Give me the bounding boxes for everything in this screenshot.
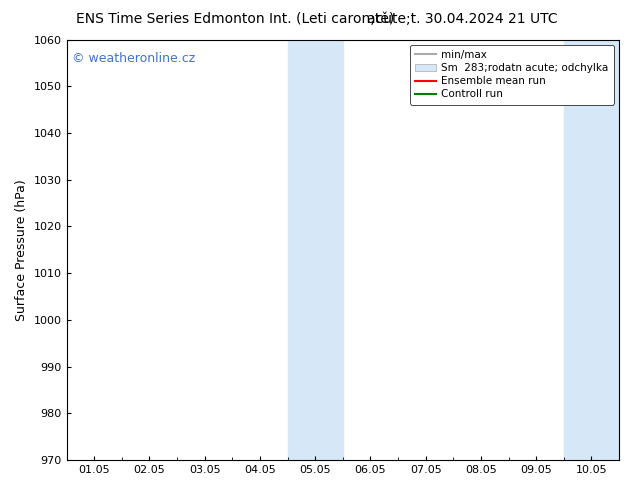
- Bar: [564, 40, 619, 460]
- Text: ENS Time Series Edmonton Int. (Leti caron;tě): ENS Time Series Edmonton Int. (Leti caro…: [76, 12, 394, 26]
- Text: © weatheronline.cz: © weatheronline.cz: [72, 52, 195, 65]
- Bar: [288, 40, 343, 460]
- Text: acute;t. 30.04.2024 21 UTC: acute;t. 30.04.2024 21 UTC: [367, 12, 558, 26]
- Legend: min/max, Sm  283;rodatn acute; odchylka, Ensemble mean run, Controll run: min/max, Sm 283;rodatn acute; odchylka, …: [410, 45, 614, 104]
- Y-axis label: Surface Pressure (hPa): Surface Pressure (hPa): [15, 179, 28, 321]
